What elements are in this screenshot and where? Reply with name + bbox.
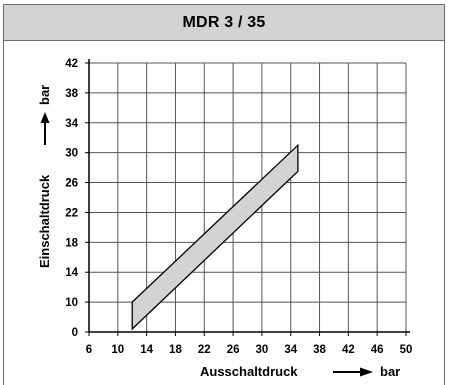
x-tick-label: 22 xyxy=(198,344,211,356)
y-axis-unit: bar xyxy=(37,85,52,105)
x-tick-label: 34 xyxy=(284,344,297,356)
chart-frame: MDR 3 / 35 xyxy=(3,4,445,385)
tick-labels: 6 10 14 18 22 26 30 34 38 42 46 50 0 10 14 18 22 26 30 34 38… xyxy=(65,58,412,356)
x-tick-label: 38 xyxy=(313,344,326,356)
x-tick-label: 50 xyxy=(400,344,413,356)
y-axis-label: Einschaltdruck xyxy=(37,174,52,268)
x-axis-label: Ausschaltdruck xyxy=(200,364,298,379)
y-tick-label: 18 xyxy=(65,237,78,249)
grid xyxy=(85,59,410,336)
y-tick-label: 34 xyxy=(65,118,78,130)
y-tick-label: 30 xyxy=(65,148,78,160)
x-tick-label: 46 xyxy=(371,344,384,356)
x-axis-title: Ausschaltdruck bar xyxy=(200,364,400,379)
x-tick-label: 14 xyxy=(140,344,153,356)
x-tick-label: 10 xyxy=(111,344,124,356)
operating-region xyxy=(131,143,299,331)
title-bar: MDR 3 / 35 xyxy=(4,5,444,41)
chart-title: MDR 3 / 35 xyxy=(182,13,266,31)
x-tick-label: 42 xyxy=(342,344,355,356)
y-tick-label: 26 xyxy=(65,178,78,190)
x-axis-unit: bar xyxy=(380,364,400,379)
x-tick-label: 30 xyxy=(256,344,269,356)
y-tick-label: 10 xyxy=(65,297,78,309)
chart-marks xyxy=(131,143,299,331)
y-tick-label: 42 xyxy=(65,58,78,70)
x-tick-label: 18 xyxy=(169,344,182,356)
x-tick-label: 26 xyxy=(227,344,240,356)
y-axis-arrow-icon xyxy=(40,112,50,123)
y-axis-title: Einschaltdruck bar xyxy=(37,85,52,268)
x-tick-label: 6 xyxy=(86,344,92,356)
y-tick-label: 0 xyxy=(72,327,78,339)
y-tick-label: 14 xyxy=(65,267,78,279)
y-tick-label: 38 xyxy=(65,88,78,100)
x-axis-arrow-icon xyxy=(360,367,373,377)
y-tick-label: 22 xyxy=(65,207,78,219)
